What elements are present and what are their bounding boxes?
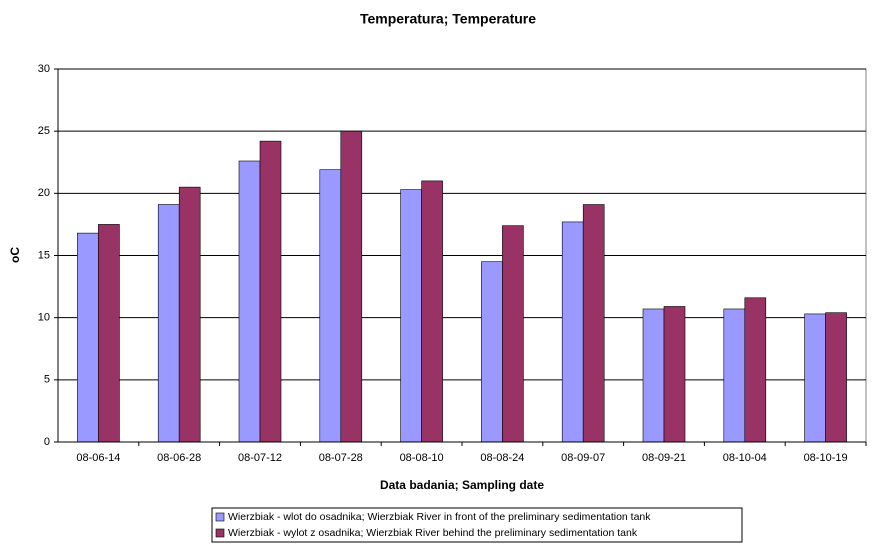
bar [744, 297, 767, 443]
x-axis-label: Data badania; Sampling date [380, 478, 544, 492]
y-tick-label: 15 [38, 249, 50, 261]
legend-swatch [215, 528, 225, 538]
x-tick-label: 08-09-21 [642, 452, 686, 464]
bar [723, 308, 746, 443]
x-tick-label: 08-06-14 [76, 452, 120, 464]
bar [98, 224, 120, 443]
bar [804, 313, 826, 443]
x-tick-label: 08-07-28 [319, 452, 363, 464]
x-tick-label: 08-10-04 [723, 452, 767, 464]
bar [582, 204, 605, 443]
bar [259, 140, 282, 443]
bar [642, 308, 665, 443]
x-tick-label: 08-09-07 [561, 452, 605, 464]
x-tick-label: 08-08-10 [400, 452, 444, 464]
x-tick-label: 08-07-12 [238, 452, 282, 464]
bar [178, 186, 201, 443]
y-tick-label: 25 [38, 125, 50, 137]
legend-box [211, 507, 743, 543]
y-axis-label: oC [8, 247, 22, 263]
bar [825, 312, 847, 443]
bar [238, 160, 261, 443]
bar [400, 189, 422, 443]
bar [157, 204, 180, 443]
bar [421, 180, 443, 443]
y-tick-label: 0 [44, 436, 50, 448]
bar [319, 169, 342, 443]
legend-label: Wierzbiak - wylot z osadnika; Wierzbiak … [228, 527, 638, 539]
bar [561, 221, 584, 443]
bar [481, 261, 503, 443]
bar [77, 232, 99, 443]
y-tick-label: 30 [38, 63, 50, 75]
y-tick-label: 10 [38, 312, 50, 324]
x-tick-label: 08-08-24 [480, 452, 524, 464]
bar [340, 130, 363, 443]
chart-title: Temperatura; Temperature [360, 11, 536, 27]
legend-label: Wierzbiak - wlot do osadnika; Wierzbiak … [228, 511, 651, 523]
bar [663, 306, 686, 443]
y-tick-label: 5 [44, 374, 50, 386]
x-tick-label: 08-06-28 [157, 452, 201, 464]
legend-swatch [215, 512, 225, 522]
y-tick-label: 20 [38, 187, 50, 199]
x-tick-label: 08-10-19 [804, 452, 848, 464]
bar [502, 225, 524, 443]
